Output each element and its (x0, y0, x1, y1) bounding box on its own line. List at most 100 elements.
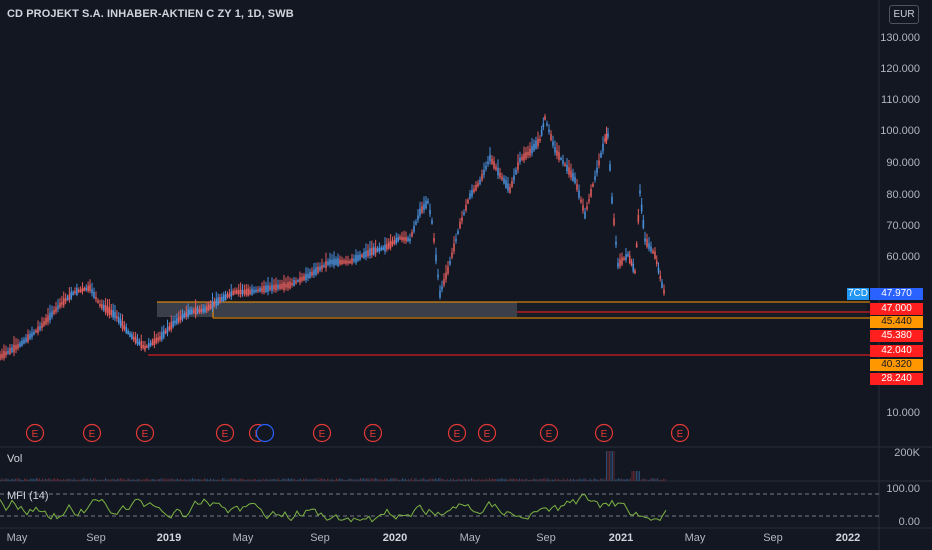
volume-bar (586, 479, 588, 481)
volume-bar (394, 478, 396, 481)
candle-body (267, 285, 269, 292)
volume-bar (351, 478, 352, 481)
candle-body (503, 178, 505, 184)
candle-body (200, 308, 203, 313)
volume-bar (177, 478, 178, 481)
currency-button[interactable]: EUR (889, 5, 919, 24)
price-tick: 110.000 (881, 94, 920, 106)
candle-body (384, 244, 386, 252)
candle-body (431, 220, 433, 224)
volume-bar (174, 479, 175, 481)
volume-bar (433, 479, 435, 481)
earnings-markers[interactable]: EEEEEEEEEEEE (25, 423, 690, 443)
volume-bar (528, 479, 529, 481)
volume-bar (624, 479, 625, 481)
volume-bar (565, 479, 567, 481)
candle-body (568, 167, 570, 175)
time-tick: 2022 (835, 532, 861, 544)
candle-body (127, 330, 129, 335)
candle-body (327, 261, 329, 265)
candle-body (594, 176, 596, 180)
volume-bar (513, 478, 514, 481)
mfi-label[interactable]: MFI (14) (7, 490, 49, 502)
candle-body (222, 295, 225, 301)
candle-body (55, 307, 57, 312)
volume-bar (42, 478, 43, 481)
volume-bar (567, 478, 568, 481)
volume-bar (463, 478, 465, 481)
time-tick: Sep (310, 532, 330, 544)
volume-bar (145, 478, 147, 481)
candle-body (132, 336, 135, 340)
time-tick: May (232, 532, 254, 544)
volume-bar (415, 478, 417, 481)
volume-bar (529, 479, 531, 481)
price-tick: 80.000 (886, 189, 920, 201)
volume-bar (33, 478, 34, 481)
volume-bar (334, 479, 336, 481)
candle-body (232, 290, 234, 296)
volume-bar (37, 478, 39, 481)
volume-bar (192, 478, 193, 481)
volume-bar (70, 479, 72, 481)
candle-body (144, 345, 146, 351)
candle-body (236, 290, 238, 294)
volume-bar (247, 478, 249, 481)
candle-body (386, 244, 388, 250)
price-tick: 90.000 (886, 157, 920, 169)
volume-bar (339, 478, 340, 481)
candle-body (226, 294, 229, 298)
volume-bar (226, 478, 228, 481)
candle-body (49, 312, 51, 321)
volume-bar (291, 478, 292, 481)
candle-body (517, 162, 519, 170)
time-tick: May (459, 532, 481, 544)
volume-bar (204, 478, 205, 481)
volume-bar (369, 479, 370, 481)
volume-bar (319, 478, 321, 481)
symbol-title[interactable]: CD PROJEKT S.A. INHABER-AKTIEN C ZY 1, 1… (7, 8, 294, 20)
volume-bar (256, 479, 258, 481)
volume-bar (219, 479, 220, 481)
volume-bar (486, 478, 487, 481)
volume-label[interactable]: Vol (7, 453, 23, 465)
volume-bar (286, 478, 288, 481)
volume-bar (306, 478, 307, 481)
candle-body (335, 259, 337, 265)
candle-body (598, 160, 600, 166)
candle-body (405, 236, 407, 242)
volume-bar (333, 479, 334, 481)
candle-body (140, 341, 143, 349)
volume-bar (28, 479, 30, 481)
volume-bar (115, 479, 117, 481)
candle-body (353, 258, 355, 262)
volume-bar (49, 478, 51, 481)
candle-body (7, 350, 9, 354)
candle-body (634, 270, 636, 274)
volume-bar (441, 478, 442, 481)
candle-body (347, 260, 349, 264)
candle-body (325, 261, 327, 269)
volume-bar (420, 479, 421, 481)
volume-bar (199, 479, 201, 481)
volume-bar (633, 471, 634, 481)
volume-bar (157, 479, 159, 481)
volume-bar (399, 479, 400, 481)
volume-bar (340, 479, 342, 481)
candle-body (663, 289, 665, 294)
candle-body (76, 287, 78, 296)
price-tag-current: 47.970 (870, 288, 923, 300)
volume-bar (81, 479, 82, 481)
volume-bar (519, 478, 520, 481)
candle-body (123, 325, 126, 330)
candle-body (319, 266, 321, 271)
candle-body (179, 316, 182, 321)
candle-body (93, 291, 95, 298)
candle-body (552, 141, 554, 146)
volume-bar (99, 479, 100, 481)
volume-bar (207, 479, 208, 481)
candle-body (473, 188, 475, 193)
volume-bar (213, 478, 214, 481)
volume-bar (459, 479, 460, 481)
